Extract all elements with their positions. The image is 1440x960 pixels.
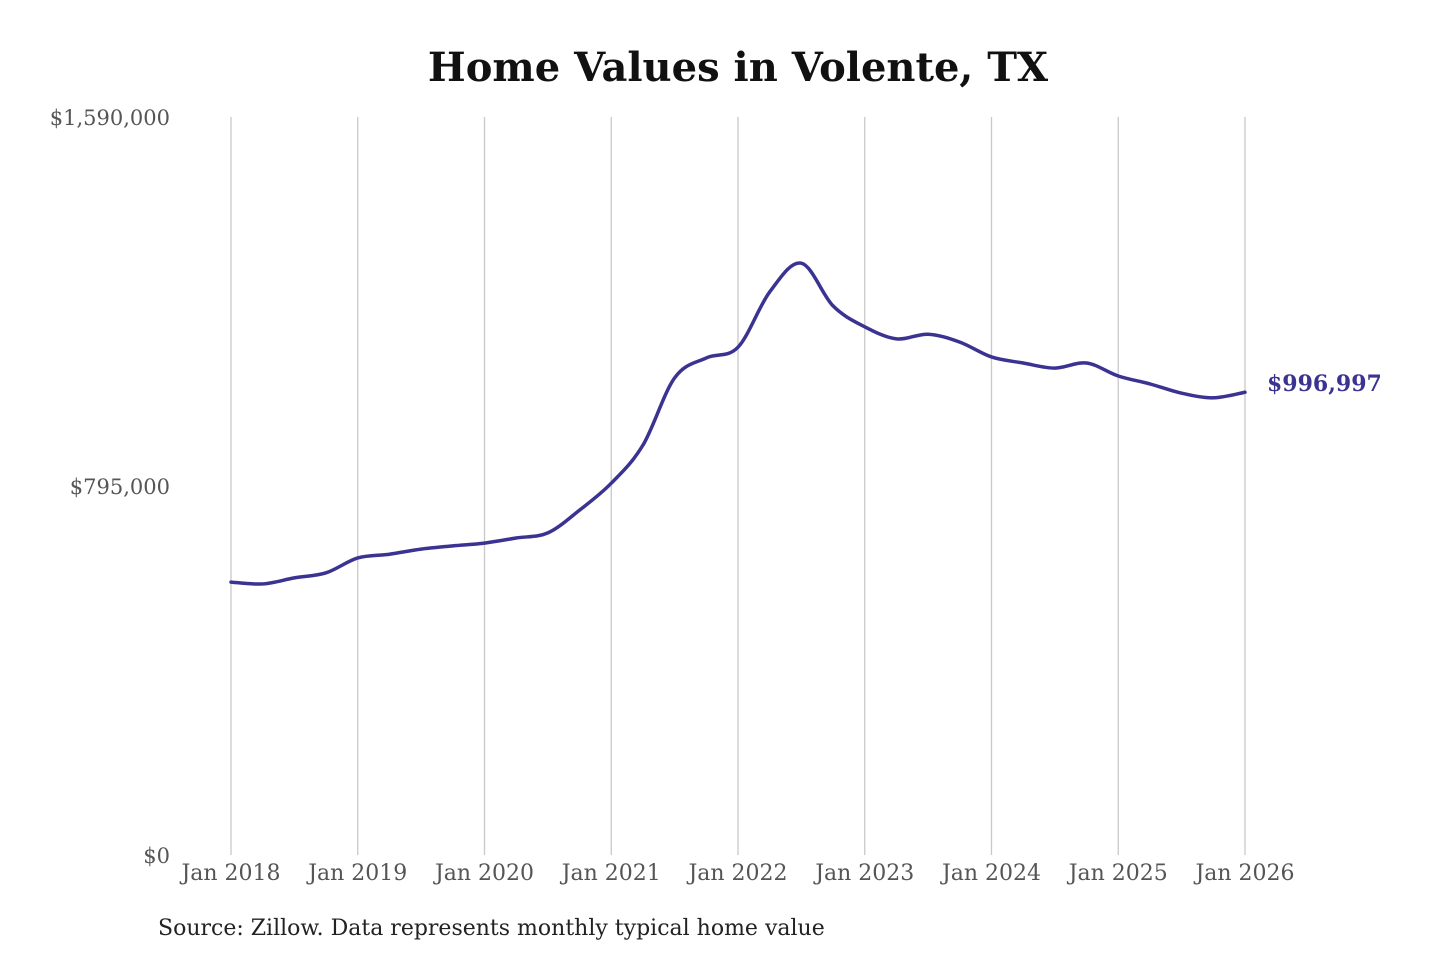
x-tick-label: Jan 2018 [179,861,280,886]
x-tick-label: Jan 2022 [686,861,787,886]
source-note: Source: Zillow. Data represents monthly … [158,916,825,941]
end-value-label: $996,997 [1267,371,1382,397]
y-tick-label: $1,590,000 [50,106,170,130]
x-tick-label: Jan 2026 [1193,861,1294,886]
chart-title: Home Values in Volente, TX [427,44,1049,91]
x-tick-label: Jan 2023 [813,861,914,886]
y-tick-label: $0 [143,844,170,868]
x-tick-label: Jan 2025 [1067,861,1168,886]
x-tick-label: Jan 2021 [560,861,661,886]
x-tick-label: Jan 2020 [433,861,534,886]
x-tick-label: Jan 2024 [940,861,1041,886]
series-line [229,261,1247,586]
y-tick-label: $795,000 [70,475,170,499]
x-tick-label: Jan 2019 [306,861,407,886]
